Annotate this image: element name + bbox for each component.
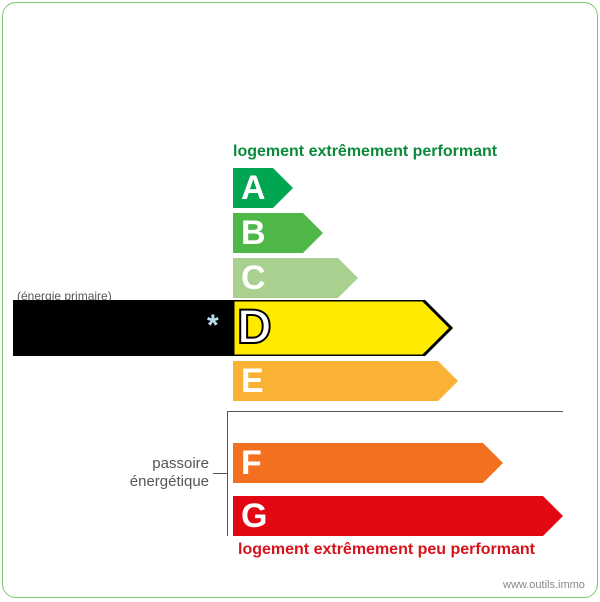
- credit-label: www.outils.immo: [503, 579, 585, 591]
- bar-shape-f: [233, 443, 503, 483]
- bar-letter-g: G: [241, 496, 267, 536]
- bar-letter-b: B: [241, 213, 266, 253]
- asterisk-icon: *: [207, 309, 219, 343]
- bar-shape-g: [233, 496, 563, 536]
- passoire-hline-top: [227, 411, 563, 412]
- passoire-line1: passoire: [152, 455, 209, 472]
- bar-letter-e: E: [241, 361, 264, 401]
- passoire-vline: [227, 411, 228, 536]
- bar-letter-c: C: [241, 258, 266, 298]
- dpe-frame: logement extrêmement performant A B C (é…: [2, 2, 598, 598]
- bar-letter-a: A: [241, 168, 266, 208]
- bar-letter-f: F: [241, 443, 262, 483]
- bar-shape-e: [233, 361, 458, 401]
- passoire-label: passoire énergétique: [113, 455, 209, 491]
- bottom-performance-label: logement extrêmement peu performant: [238, 541, 535, 559]
- passoire-hline-mid: [213, 473, 227, 474]
- bar-letter-d: D: [237, 300, 272, 356]
- passoire-line2: énergétique: [130, 473, 209, 490]
- top-performance-label: logement extrêmement performant: [233, 143, 497, 161]
- highlight-row-d: [13, 300, 233, 356]
